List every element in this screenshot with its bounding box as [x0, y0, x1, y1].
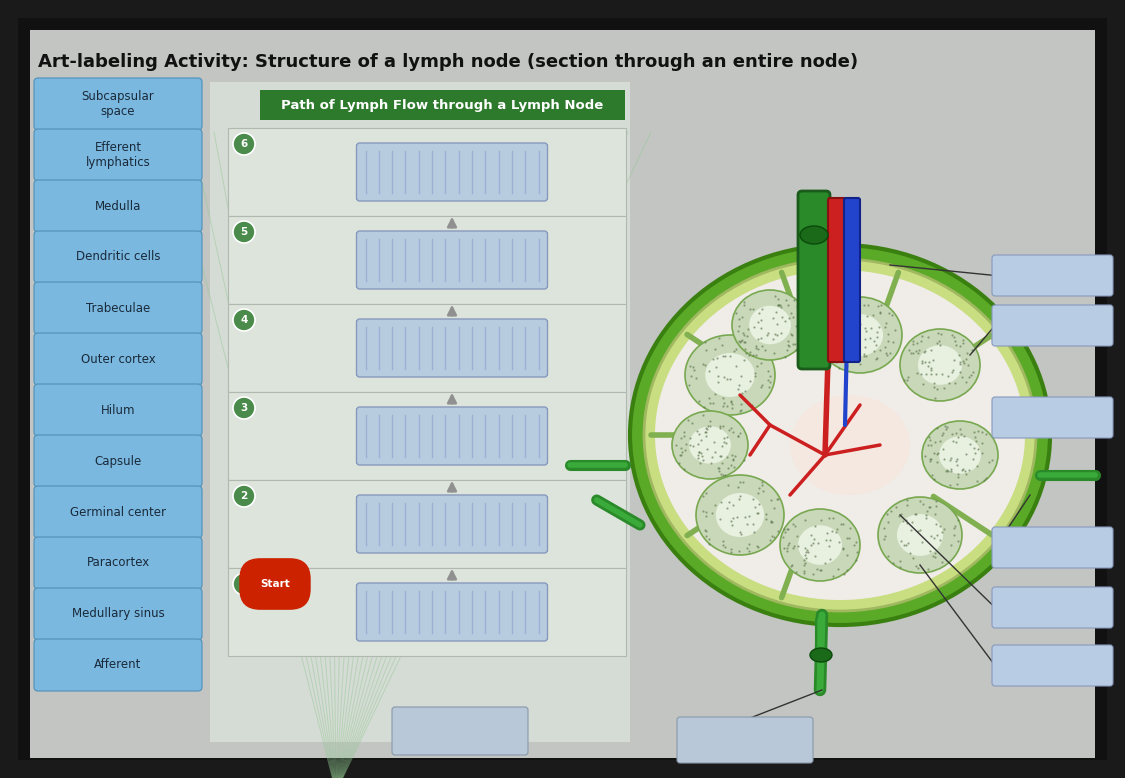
Ellipse shape [780, 509, 860, 581]
FancyBboxPatch shape [677, 717, 813, 763]
FancyBboxPatch shape [992, 305, 1113, 346]
Bar [228, 568, 626, 656]
Text: Trabeculae: Trabeculae [86, 302, 150, 314]
Text: 1: 1 [241, 579, 248, 589]
Text: Subcapsular
space: Subcapsular space [82, 90, 154, 118]
Ellipse shape [818, 297, 902, 373]
Bar [210, 82, 630, 742]
Ellipse shape [685, 335, 775, 415]
Text: Germinal center: Germinal center [70, 506, 166, 518]
FancyBboxPatch shape [992, 587, 1113, 628]
Circle shape [233, 309, 255, 331]
Text: Medullary sinus: Medullary sinus [72, 608, 164, 621]
Ellipse shape [705, 353, 755, 397]
Text: Efferent
lymphatics: Efferent lymphatics [86, 141, 151, 169]
Circle shape [233, 221, 255, 243]
Bar [228, 480, 626, 568]
Text: Outer cortex: Outer cortex [81, 352, 155, 366]
FancyBboxPatch shape [34, 333, 202, 385]
Bar [228, 128, 626, 216]
FancyBboxPatch shape [34, 639, 202, 691]
FancyBboxPatch shape [357, 231, 548, 289]
Ellipse shape [655, 270, 1025, 600]
FancyBboxPatch shape [844, 198, 860, 362]
FancyBboxPatch shape [392, 707, 528, 755]
FancyBboxPatch shape [992, 255, 1113, 296]
FancyBboxPatch shape [34, 486, 202, 538]
FancyBboxPatch shape [798, 191, 830, 369]
Text: Dendritic cells: Dendritic cells [75, 251, 160, 264]
Text: 5: 5 [241, 227, 248, 237]
FancyBboxPatch shape [34, 129, 202, 181]
Ellipse shape [732, 290, 808, 360]
FancyBboxPatch shape [34, 180, 202, 232]
FancyBboxPatch shape [357, 407, 548, 465]
Ellipse shape [922, 421, 998, 489]
FancyBboxPatch shape [34, 282, 202, 334]
Text: 2: 2 [241, 491, 248, 501]
FancyBboxPatch shape [34, 588, 202, 640]
Text: 4: 4 [241, 315, 248, 325]
Ellipse shape [798, 525, 842, 565]
Ellipse shape [749, 306, 791, 344]
Text: Afferent: Afferent [94, 658, 142, 671]
FancyBboxPatch shape [357, 143, 548, 201]
Ellipse shape [800, 226, 828, 244]
FancyBboxPatch shape [992, 527, 1113, 568]
FancyBboxPatch shape [34, 384, 202, 436]
Bar [228, 304, 626, 392]
FancyBboxPatch shape [357, 495, 548, 553]
Ellipse shape [939, 436, 981, 474]
Ellipse shape [630, 245, 1050, 625]
Ellipse shape [672, 411, 748, 479]
Text: Capsule: Capsule [94, 454, 142, 468]
FancyBboxPatch shape [34, 435, 202, 487]
FancyBboxPatch shape [34, 78, 202, 130]
Ellipse shape [696, 475, 784, 555]
Text: Paracortex: Paracortex [87, 556, 150, 569]
Text: Medulla: Medulla [94, 199, 142, 212]
Ellipse shape [790, 395, 910, 495]
Ellipse shape [716, 493, 764, 537]
Ellipse shape [837, 314, 883, 356]
Bar [228, 392, 626, 480]
FancyBboxPatch shape [992, 397, 1113, 438]
Bar [260, 90, 626, 120]
Bar [228, 216, 626, 304]
FancyBboxPatch shape [357, 583, 548, 641]
Text: 3: 3 [241, 403, 248, 413]
Ellipse shape [644, 259, 1036, 611]
FancyBboxPatch shape [34, 231, 202, 283]
Text: 6: 6 [241, 139, 248, 149]
Ellipse shape [918, 345, 962, 385]
Circle shape [233, 573, 255, 595]
FancyBboxPatch shape [992, 645, 1113, 686]
Text: Start: Start [260, 579, 290, 589]
Circle shape [233, 397, 255, 419]
Text: Hilum: Hilum [101, 404, 135, 416]
Ellipse shape [897, 514, 943, 556]
Circle shape [233, 485, 255, 507]
FancyBboxPatch shape [34, 537, 202, 589]
FancyBboxPatch shape [828, 198, 846, 362]
Ellipse shape [690, 426, 731, 464]
Text: Art-labeling Activity: Structure of a lymph node (section through an entire node: Art-labeling Activity: Structure of a ly… [38, 53, 858, 71]
Text: Path of Lymph Flow through a Lymph Node: Path of Lymph Flow through a Lymph Node [281, 99, 604, 111]
Ellipse shape [900, 329, 980, 401]
Ellipse shape [810, 648, 832, 662]
Ellipse shape [878, 497, 962, 573]
Circle shape [233, 133, 255, 155]
FancyBboxPatch shape [357, 319, 548, 377]
